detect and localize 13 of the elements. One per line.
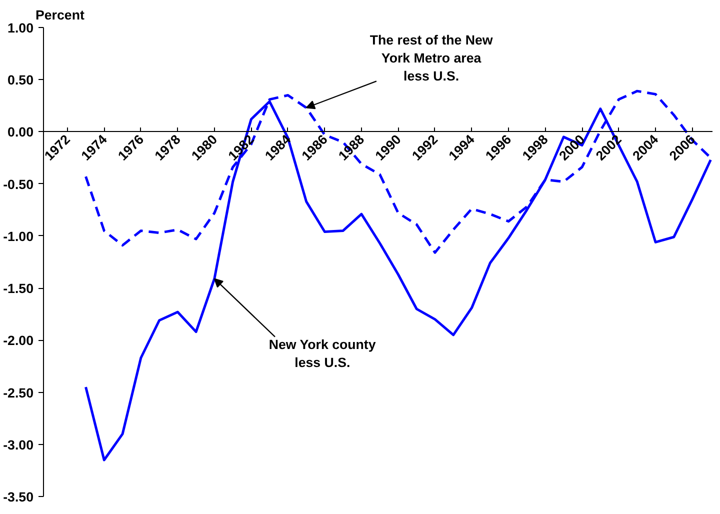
y-tick-label: -0.50 xyxy=(3,176,34,192)
y-tick-label: -3.00 xyxy=(3,437,34,452)
y-tick-label: -1.00 xyxy=(3,228,34,244)
y-tick-label: -1.50 xyxy=(3,281,34,296)
y-tick-label: -2.50 xyxy=(3,385,34,400)
y-axis-title: Percent xyxy=(36,8,85,22)
y-tick-label: 0.50 xyxy=(8,72,34,88)
y-tick-label: 1.00 xyxy=(8,20,34,36)
y-tick-label: 0.00 xyxy=(8,124,34,140)
annotation: The rest of the New York Metro area less U.S. xyxy=(370,32,494,84)
y-tick-label: -3.50 xyxy=(3,490,34,504)
annotation: New York county less U.S. xyxy=(268,337,376,370)
y-tick-label: -2.00 xyxy=(3,333,34,348)
